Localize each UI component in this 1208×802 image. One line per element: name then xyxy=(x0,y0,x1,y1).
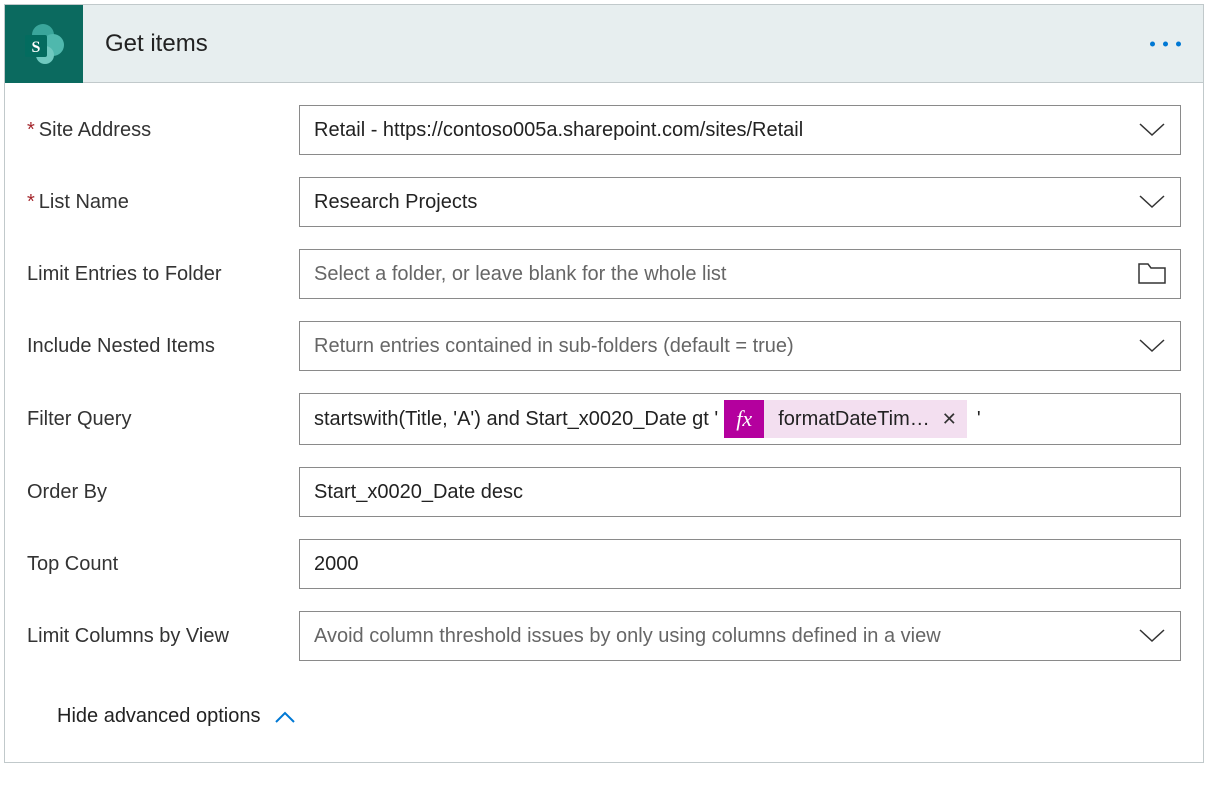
more-menu-button[interactable] xyxy=(1150,41,1181,46)
field-label: Limit Columns by View xyxy=(27,625,299,648)
folder-picker-icon[interactable] xyxy=(1138,263,1166,285)
top-count-input[interactable]: 2000 xyxy=(299,539,1181,589)
field-label: Filter Query xyxy=(27,408,299,431)
action-card: S Get items *Site Address Retail - https… xyxy=(4,4,1204,763)
field-row-order-by: Order By Start_x0020_Date desc xyxy=(27,467,1181,517)
field-value: Research Projects xyxy=(314,191,1126,214)
dot-icon xyxy=(1176,41,1181,46)
hide-advanced-options-toggle[interactable]: Hide advanced options xyxy=(27,683,1181,754)
field-placeholder: Select a folder, or leave blank for the … xyxy=(314,263,1126,286)
field-row-include-nested: Include Nested Items Return entries cont… xyxy=(27,321,1181,371)
dot-icon xyxy=(1163,41,1168,46)
expression-label: formatDateTim… xyxy=(778,408,930,431)
dot-icon xyxy=(1150,41,1155,46)
field-value: Retail - https://contoso005a.sharepoint.… xyxy=(314,119,1126,142)
field-row-limit-folder: Limit Entries to Folder Select a folder,… xyxy=(27,249,1181,299)
chevron-down-icon xyxy=(1138,194,1166,210)
field-label: Limit Entries to Folder xyxy=(27,263,299,286)
required-star: * xyxy=(27,191,35,213)
card-body: *Site Address Retail - https://contoso00… xyxy=(5,83,1203,762)
filter-query-input[interactable]: startswith(Title, 'A') and Start_x0020_D… xyxy=(299,393,1181,445)
label-text: Site Address xyxy=(39,119,151,141)
field-row-site-address: *Site Address Retail - https://contoso00… xyxy=(27,105,1181,155)
sharepoint-logo-tile: S xyxy=(5,5,83,83)
order-by-input[interactable]: Start_x0020_Date desc xyxy=(299,467,1181,517)
limit-folder-input[interactable]: Select a folder, or leave blank for the … xyxy=(299,249,1181,299)
field-row-list-name: *List Name Research Projects xyxy=(27,177,1181,227)
chevron-down-icon xyxy=(1138,338,1166,354)
field-label: Order By xyxy=(27,481,299,504)
filter-query-text: startswith(Title, 'A') and Start_x0020_D… xyxy=(314,408,718,431)
chevron-down-icon xyxy=(1138,122,1166,138)
field-value: 2000 xyxy=(314,553,1166,576)
fx-icon: fx xyxy=(724,400,764,438)
site-address-dropdown[interactable]: Retail - https://contoso005a.sharepoint.… xyxy=(299,105,1181,155)
card-header: S Get items xyxy=(5,5,1203,83)
chevron-down-icon xyxy=(1138,628,1166,644)
list-name-dropdown[interactable]: Research Projects xyxy=(299,177,1181,227)
field-label: Top Count xyxy=(27,553,299,576)
field-row-limit-columns: Limit Columns by View Avoid column thres… xyxy=(27,611,1181,661)
expression-token[interactable]: fx formatDateTim… ✕ xyxy=(724,400,967,438)
field-row-filter-query: Filter Query startswith(Title, 'A') and … xyxy=(27,393,1181,445)
remove-token-button[interactable]: ✕ xyxy=(942,409,957,430)
toggle-label: Hide advanced options xyxy=(57,705,260,728)
include-nested-dropdown[interactable]: Return entries contained in sub-folders … xyxy=(299,321,1181,371)
limit-columns-dropdown[interactable]: Avoid column threshold issues by only us… xyxy=(299,611,1181,661)
field-value: Start_x0020_Date desc xyxy=(314,481,1166,504)
svg-text:S: S xyxy=(32,39,41,56)
field-label: Include Nested Items xyxy=(27,335,299,358)
field-label: *List Name xyxy=(27,191,299,214)
card-title: Get items xyxy=(105,30,208,58)
chevron-up-icon xyxy=(274,710,296,724)
field-placeholder: Return entries contained in sub-folders … xyxy=(314,335,1126,358)
field-placeholder: Avoid column threshold issues by only us… xyxy=(314,625,1126,648)
filter-query-suffix: ' xyxy=(977,408,981,431)
field-row-top-count: Top Count 2000 xyxy=(27,539,1181,589)
sharepoint-icon: S xyxy=(21,21,67,67)
required-star: * xyxy=(27,119,35,141)
label-text: List Name xyxy=(39,191,129,213)
field-label: *Site Address xyxy=(27,119,299,142)
